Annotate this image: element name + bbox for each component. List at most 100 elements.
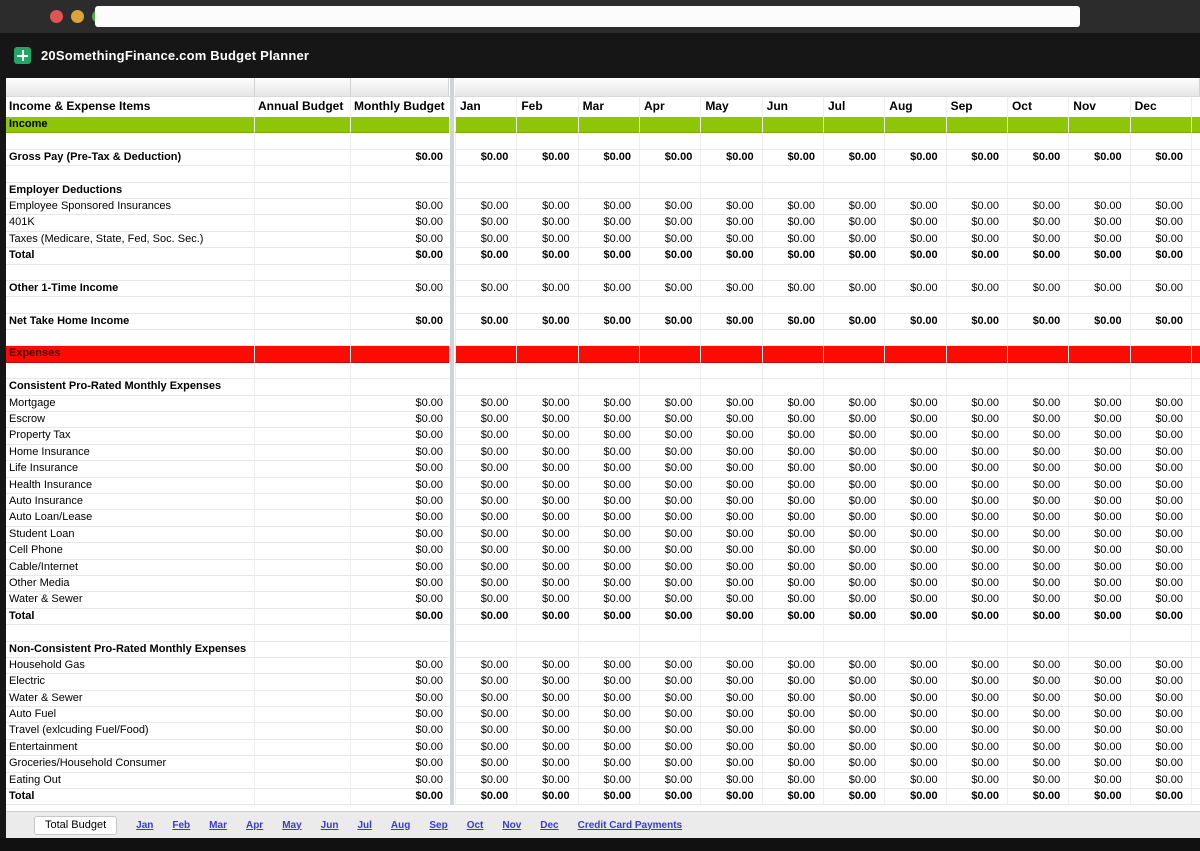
- cell-month-value[interactable]: $0.00: [945, 198, 1007, 216]
- cell-month-value[interactable]: $0.00: [1129, 215, 1191, 232]
- cell-month-value[interactable]: [1006, 297, 1069, 314]
- cell-month-value[interactable]: $0.00: [822, 543, 885, 560]
- cell-month-value[interactable]: [516, 330, 578, 347]
- cell-month-value[interactable]: [822, 346, 885, 363]
- cell-month-value[interactable]: $0.00: [884, 215, 946, 232]
- cell-month-value[interactable]: $0.00: [884, 690, 946, 708]
- tab-link-apr[interactable]: Apr: [245, 819, 264, 831]
- frozen-pane-divider[interactable]: [449, 78, 455, 96]
- cell-month-value[interactable]: $0.00: [516, 444, 578, 462]
- cell-month-value[interactable]: $0.00: [1129, 198, 1191, 216]
- cell-month-value[interactable]: $0.00: [455, 592, 517, 609]
- cell-month-value[interactable]: [455, 264, 517, 281]
- cell-month-value[interactable]: $0.00: [700, 789, 762, 806]
- cell-annual[interactable]: [255, 395, 351, 413]
- cell-month-value[interactable]: $0.00: [1068, 428, 1130, 445]
- cell-annual[interactable]: [255, 198, 351, 216]
- cell-month-value[interactable]: $0.00: [1068, 412, 1130, 429]
- header-cell-month[interactable]: Jun: [761, 97, 823, 117]
- cell-month-value[interactable]: [700, 379, 762, 396]
- cell-month-value[interactable]: $0.00: [822, 772, 885, 790]
- cell-label[interactable]: Other 1-Time Income: [6, 280, 255, 298]
- cell-month-value[interactable]: $0.00: [761, 707, 823, 724]
- cell-annual[interactable]: [255, 248, 351, 265]
- tab-link-mar[interactable]: Mar: [209, 819, 227, 831]
- cell-month-value[interactable]: [884, 379, 946, 396]
- cell-month-value[interactable]: $0.00: [700, 526, 762, 544]
- cell-month-value[interactable]: $0.00: [945, 707, 1007, 724]
- cell-month-value[interactable]: [1068, 166, 1130, 183]
- cell-month-value[interactable]: $0.00: [577, 526, 639, 544]
- cell-month-value[interactable]: [516, 297, 578, 314]
- cell-month-value[interactable]: [455, 117, 517, 134]
- cell-label[interactable]: [6, 297, 255, 314]
- cell-month-value[interactable]: $0.00: [577, 198, 639, 216]
- cell-month-value[interactable]: $0.00: [761, 592, 823, 609]
- cell-annual[interactable]: [255, 772, 351, 790]
- cell-month-value[interactable]: $0.00: [1129, 412, 1191, 429]
- cell-annual[interactable]: [255, 707, 351, 724]
- cell-month-value[interactable]: [1129, 346, 1191, 363]
- cell-month-value[interactable]: $0.00: [516, 215, 578, 232]
- cell-monthly[interactable]: $0.00: [351, 527, 449, 544]
- cell-annual[interactable]: [255, 362, 351, 380]
- cell-month-value[interactable]: $0.00: [638, 412, 701, 429]
- cell-month-value[interactable]: $0.00: [761, 395, 823, 413]
- cell-month-value[interactable]: [1006, 346, 1069, 363]
- tab-total-budget[interactable]: Total Budget: [34, 815, 118, 835]
- cell-annual[interactable]: [255, 461, 351, 478]
- cell-month-value[interactable]: [516, 264, 578, 281]
- cell-month-value[interactable]: $0.00: [516, 493, 578, 511]
- cell-month-value[interactable]: [1006, 362, 1069, 380]
- cell-annual[interactable]: [255, 493, 351, 511]
- cell-month-value[interactable]: $0.00: [1068, 444, 1130, 462]
- cell-month-value[interactable]: [1068, 625, 1130, 642]
- cell-label[interactable]: Auto Loan/Lease: [6, 510, 255, 527]
- cell-monthly[interactable]: $0.00: [351, 560, 449, 576]
- cell-month-value[interactable]: $0.00: [516, 690, 578, 708]
- cell-month-value[interactable]: $0.00: [1068, 231, 1130, 249]
- cell-month-value[interactable]: [700, 625, 762, 642]
- cell-month-value[interactable]: [577, 297, 639, 314]
- cell-month-value[interactable]: [945, 625, 1007, 642]
- cell-month-value[interactable]: $0.00: [638, 198, 701, 216]
- cell-month-value[interactable]: $0.00: [455, 280, 517, 298]
- cell-month-value[interactable]: $0.00: [700, 592, 762, 609]
- cell-month-value[interactable]: $0.00: [700, 657, 762, 675]
- cell-month-value[interactable]: $0.00: [577, 690, 639, 708]
- cell-month-value[interactable]: $0.00: [516, 657, 578, 675]
- cell-month-value[interactable]: $0.00: [1129, 231, 1191, 249]
- cell-monthly[interactable]: $0.00: [351, 461, 449, 478]
- cell-month-value[interactable]: [516, 117, 578, 134]
- cell-annual[interactable]: [255, 149, 351, 167]
- cell-month-value[interactable]: $0.00: [945, 444, 1007, 462]
- cell-month-value[interactable]: $0.00: [945, 248, 1007, 265]
- cell-month-value[interactable]: $0.00: [945, 674, 1007, 691]
- cell-month-value[interactable]: [1068, 264, 1130, 281]
- cell-month-value[interactable]: $0.00: [884, 674, 946, 691]
- cell-monthly[interactable]: $0.00: [351, 723, 449, 740]
- cell-monthly[interactable]: $0.00: [351, 691, 449, 708]
- cell-month-value[interactable]: [945, 117, 1007, 134]
- cell-month-value[interactable]: $0.00: [700, 477, 762, 494]
- cell-month-value[interactable]: $0.00: [761, 510, 823, 527]
- cell-month-value[interactable]: $0.00: [638, 608, 701, 626]
- cell-month-value[interactable]: $0.00: [822, 248, 885, 265]
- cell-month-value[interactable]: $0.00: [577, 510, 639, 527]
- cell-month-value[interactable]: $0.00: [1068, 395, 1130, 413]
- cell-month-value[interactable]: $0.00: [1006, 280, 1069, 298]
- cell-month-value[interactable]: $0.00: [884, 723, 946, 740]
- cell-month-value[interactable]: $0.00: [516, 608, 578, 626]
- cell-month-value[interactable]: $0.00: [945, 231, 1007, 249]
- cell-label[interactable]: Other Media: [6, 575, 255, 593]
- cell-month-value[interactable]: $0.00: [516, 592, 578, 609]
- tab-link-may[interactable]: May: [282, 819, 302, 831]
- cell-month-value[interactable]: $0.00: [455, 215, 517, 232]
- cell-month-value[interactable]: $0.00: [638, 493, 701, 511]
- cell-month-value[interactable]: [945, 641, 1007, 658]
- cell-month-value[interactable]: $0.00: [516, 674, 578, 691]
- cell-month-value[interactable]: $0.00: [1006, 198, 1069, 216]
- header-cell-month[interactable]: Nov: [1068, 97, 1129, 117]
- cell-monthly[interactable]: $0.00: [351, 478, 449, 494]
- tab-link-feb[interactable]: Feb: [172, 819, 191, 831]
